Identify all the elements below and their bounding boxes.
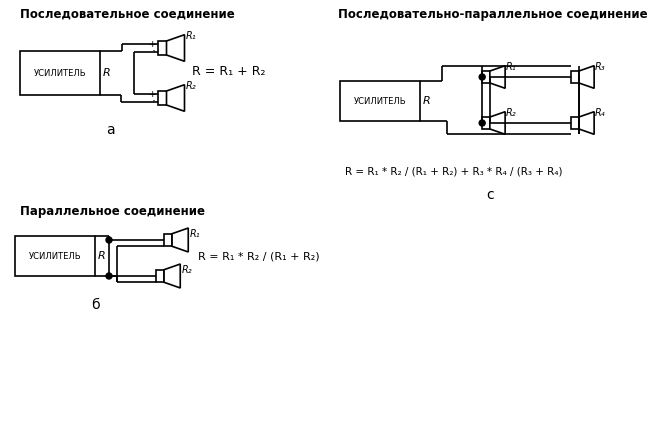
Text: R = R₁ * R₂ / (R₁ + R₂) + R₃ * R₄ / (R₃ + R₄): R = R₁ * R₂ / (R₁ + R₂) + R₃ * R₄ / (R₃ … xyxy=(345,166,562,176)
Text: ·: · xyxy=(151,46,155,58)
Text: Последовательное соединение: Последовательное соединение xyxy=(20,8,235,21)
Text: ·: · xyxy=(151,96,155,109)
Polygon shape xyxy=(166,85,185,111)
Bar xyxy=(571,71,578,83)
Bar xyxy=(157,41,166,55)
Text: УСИЛИТЕЛЬ: УСИЛИТЕЛЬ xyxy=(29,252,81,261)
Circle shape xyxy=(106,273,112,279)
Text: +: + xyxy=(148,39,155,49)
Text: a: a xyxy=(106,123,114,137)
Text: R₂: R₂ xyxy=(506,108,517,118)
Text: R: R xyxy=(423,96,431,106)
Bar xyxy=(15,236,95,276)
Text: УСИЛИТЕЛЬ: УСИЛИТЕЛЬ xyxy=(354,96,406,105)
Text: R₃: R₃ xyxy=(595,63,606,72)
Polygon shape xyxy=(579,66,594,88)
Polygon shape xyxy=(579,112,594,135)
Polygon shape xyxy=(490,112,505,135)
Circle shape xyxy=(479,120,485,126)
Bar xyxy=(571,117,578,129)
Bar xyxy=(157,91,166,105)
Text: Последовательно-параллельное соединение: Последовательно-параллельное соединение xyxy=(338,8,647,21)
Text: R₂: R₂ xyxy=(185,81,196,91)
Bar xyxy=(340,81,420,121)
Text: c: c xyxy=(486,188,494,202)
Text: R₁: R₁ xyxy=(506,63,517,72)
Text: R: R xyxy=(98,251,106,261)
Bar xyxy=(164,233,172,246)
Text: +: + xyxy=(148,90,155,99)
Bar xyxy=(482,117,490,129)
Bar xyxy=(482,71,490,83)
Polygon shape xyxy=(490,66,505,88)
Polygon shape xyxy=(172,228,188,252)
Polygon shape xyxy=(164,264,180,288)
Text: R: R xyxy=(103,68,111,78)
Polygon shape xyxy=(166,35,185,61)
Text: R₁: R₁ xyxy=(185,31,196,41)
Text: R₄: R₄ xyxy=(595,108,606,118)
Text: R₂: R₂ xyxy=(181,265,192,275)
Text: УСИЛИТЕЛЬ: УСИЛИТЕЛЬ xyxy=(34,69,86,77)
Circle shape xyxy=(106,237,112,243)
Text: б: б xyxy=(91,298,99,312)
Circle shape xyxy=(479,74,485,80)
Text: R₁: R₁ xyxy=(189,229,200,239)
Bar xyxy=(20,51,100,95)
Text: R = R₁ + R₂: R = R₁ + R₂ xyxy=(192,64,265,77)
Bar xyxy=(156,270,164,282)
Text: R = R₁ * R₂ / (R₁ + R₂): R = R₁ * R₂ / (R₁ + R₂) xyxy=(198,251,320,261)
Text: Параллельное соединение: Параллельное соединение xyxy=(20,205,205,218)
